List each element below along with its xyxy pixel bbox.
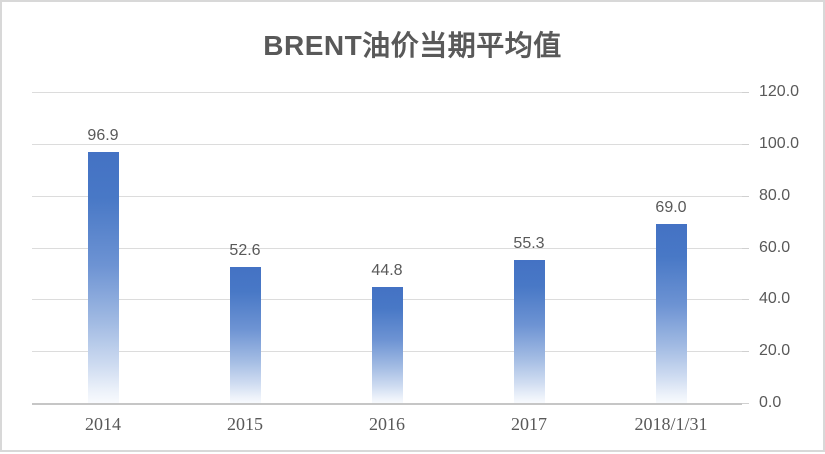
- chart-title: BRENT油价当期平均值: [263, 30, 562, 61]
- y-tick-mark: [742, 92, 749, 93]
- y-tick-label: 100.0: [759, 135, 800, 152]
- bar-2016: [372, 287, 403, 404]
- x-axis-line: [32, 403, 742, 405]
- x-tick-label: 2016: [369, 414, 405, 434]
- data-label: 44.8: [371, 262, 403, 279]
- bar-2015: [230, 267, 261, 404]
- y-tick-label: 120.0: [759, 83, 800, 100]
- gridline: [32, 248, 742, 249]
- y-tick-mark: [742, 403, 749, 404]
- y-tick-label: 0.0: [759, 394, 782, 411]
- bar-2014: [88, 152, 119, 404]
- x-tick-label: 2018/1/31: [634, 414, 708, 434]
- data-label: 52.6: [229, 242, 261, 259]
- y-tick-mark: [742, 299, 749, 300]
- bar-2017: [514, 260, 545, 404]
- x-tick-label: 2017: [511, 414, 547, 434]
- data-label: 96.9: [87, 127, 119, 144]
- y-tick-label: 40.0: [759, 290, 791, 307]
- y-tick-label: 20.0: [759, 342, 791, 359]
- y-tick-mark: [742, 248, 749, 249]
- x-tick-label: 2015: [227, 414, 263, 434]
- y-tick-label: 60.0: [759, 239, 791, 256]
- data-label: 69.0: [655, 199, 687, 216]
- y-tick-mark: [742, 351, 749, 352]
- y-tick-label: 80.0: [759, 187, 791, 204]
- gridline: [32, 196, 742, 197]
- y-tick-mark: [742, 144, 749, 145]
- gridline: [32, 92, 742, 93]
- x-tick-label: 2014: [85, 414, 121, 434]
- y-tick-mark: [742, 196, 749, 197]
- data-label: 55.3: [513, 235, 545, 252]
- gridline: [32, 144, 742, 145]
- bar-2018-1-31: [656, 224, 687, 404]
